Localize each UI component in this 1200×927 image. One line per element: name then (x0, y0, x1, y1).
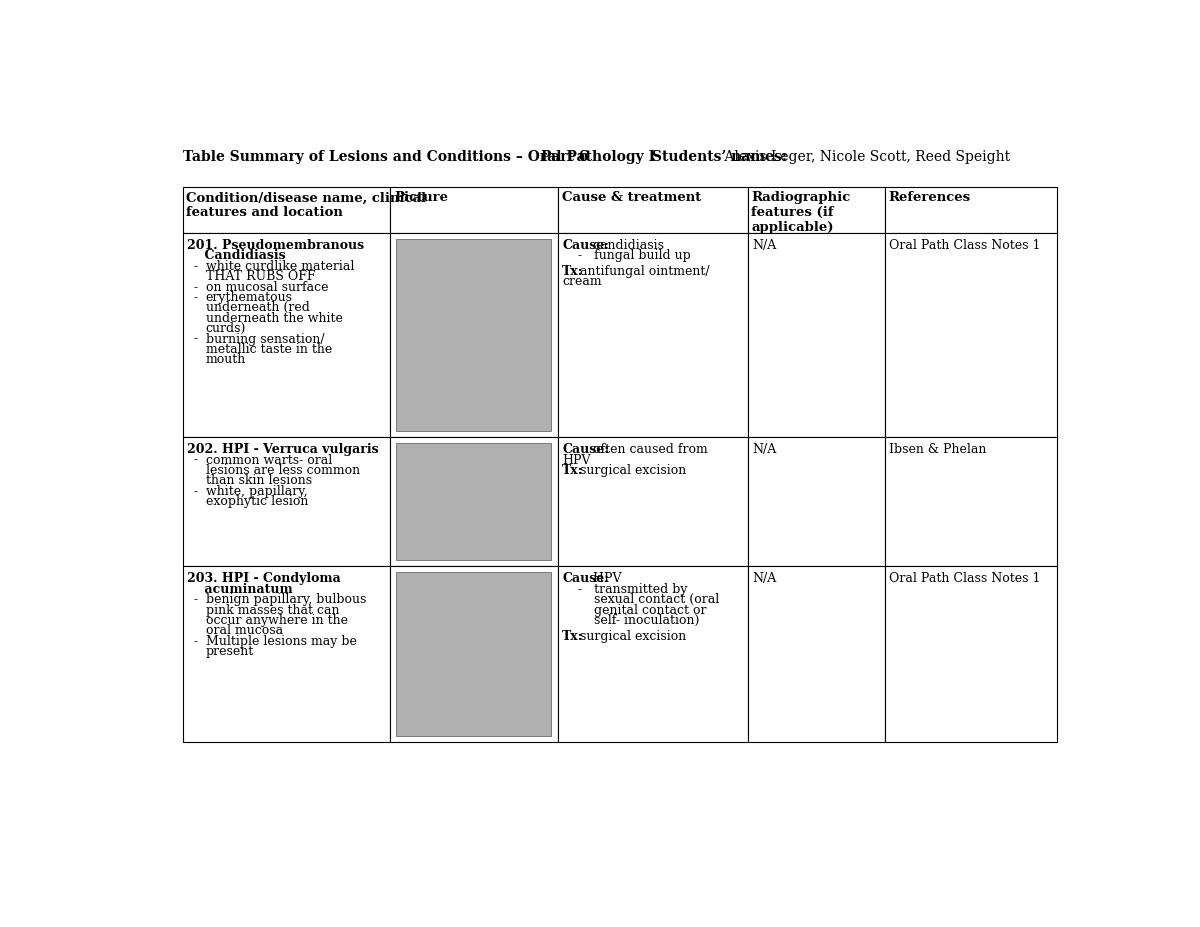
Bar (558, 566, 748, 742)
Text: often caused from: often caused from (589, 443, 708, 456)
Text: occur anywhere in the: occur anywhere in the (206, 614, 348, 627)
Text: -: - (193, 485, 198, 498)
Text: lesions are less common: lesions are less common (206, 464, 360, 476)
Text: Part 6: Part 6 (541, 149, 589, 163)
Text: present: present (206, 645, 254, 658)
Text: Cause & treatment: Cause & treatment (562, 191, 701, 204)
Bar (390, 233, 558, 437)
Text: Table Summary of Lesions and Conditions – Oral Pathology I: Table Summary of Lesions and Conditions … (182, 149, 655, 163)
Text: sexual contact (oral: sexual contact (oral (563, 593, 720, 606)
Bar (390, 566, 558, 742)
Text: oral mucosa: oral mucosa (206, 625, 283, 638)
Text: antifungal ointment/: antifungal ointment/ (576, 265, 709, 278)
Text: Condition/disease name, clinical
features and location: Condition/disease name, clinical feature… (186, 191, 426, 220)
Bar (884, 186, 1057, 233)
Bar (182, 566, 390, 742)
Bar (884, 437, 1057, 566)
Text: white, papillary,: white, papillary, (206, 485, 307, 498)
Text: 201. Pseudomembranous: 201. Pseudomembranous (187, 239, 365, 252)
Text: underneath (red: underneath (red (206, 301, 310, 314)
Text: Ibsen & Phelan: Ibsen & Phelan (889, 443, 986, 456)
Bar (558, 233, 748, 437)
Text: -: - (193, 453, 198, 466)
Bar (182, 233, 390, 437)
Bar (390, 186, 558, 233)
Text: Alexis Leger, Nicole Scott, Reed Speight: Alexis Leger, Nicole Scott, Reed Speight (720, 149, 1009, 163)
Bar (396, 239, 552, 431)
Bar (390, 437, 558, 566)
Text: Radiographic
features (if
applicable): Radiographic features (if applicable) (751, 191, 851, 235)
Text: Tx:: Tx: (563, 629, 583, 642)
Text: underneath the white: underneath the white (206, 311, 343, 324)
Text: Tx:: Tx: (563, 464, 583, 476)
Text: benign papillary, bulbous: benign papillary, bulbous (206, 593, 366, 606)
Text: Picture: Picture (394, 191, 448, 204)
Bar (748, 437, 884, 566)
Text: on mucosal surface: on mucosal surface (206, 281, 329, 294)
Bar (748, 186, 884, 233)
Text: N/A: N/A (752, 239, 776, 252)
Text: 203. HPI - Condyloma: 203. HPI - Condyloma (187, 573, 341, 586)
Text: burning sensation/: burning sensation/ (206, 333, 324, 346)
Text: -: - (193, 291, 198, 304)
Bar (182, 437, 390, 566)
Text: N/A: N/A (752, 573, 776, 586)
Text: -: - (193, 333, 198, 346)
Bar (558, 186, 748, 233)
Text: -   fungal build up: - fungal build up (563, 249, 691, 262)
Text: self- inoculation): self- inoculation) (563, 614, 700, 627)
Text: -: - (193, 635, 198, 648)
Bar (884, 233, 1057, 437)
Text: Oral Path Class Notes 1: Oral Path Class Notes 1 (889, 573, 1040, 586)
Text: white curdlike material: white curdlike material (206, 260, 354, 273)
Text: curds): curds) (206, 323, 246, 336)
Bar (748, 566, 884, 742)
Text: than skin lesions: than skin lesions (206, 475, 312, 488)
Text: exophytic lesion: exophytic lesion (206, 495, 308, 508)
Text: surgical excision: surgical excision (576, 629, 686, 642)
Text: N/A: N/A (752, 443, 776, 456)
Bar (558, 437, 748, 566)
Text: Candidiasis: Candidiasis (187, 249, 286, 262)
Text: genital contact or: genital contact or (563, 603, 707, 616)
Text: THAT RUBS OFF: THAT RUBS OFF (206, 271, 316, 284)
Text: pink masses that can: pink masses that can (206, 603, 340, 616)
Bar (182, 186, 390, 233)
Bar (884, 566, 1057, 742)
Bar (396, 443, 552, 560)
Text: surgical excision: surgical excision (576, 464, 686, 476)
Text: metallic taste in the: metallic taste in the (206, 343, 332, 356)
Text: References: References (888, 191, 971, 204)
Text: 202. HPI - Verruca vulgaris: 202. HPI - Verruca vulgaris (187, 443, 379, 456)
Text: acuminatum: acuminatum (187, 583, 293, 596)
Text: erythematous: erythematous (206, 291, 293, 304)
Text: -: - (193, 260, 198, 273)
Bar (748, 233, 884, 437)
Text: candidiasis: candidiasis (589, 239, 665, 252)
Text: Cause:: Cause: (563, 443, 610, 456)
Text: Oral Path Class Notes 1: Oral Path Class Notes 1 (889, 239, 1040, 252)
Text: cream: cream (563, 275, 602, 288)
Text: Cause:: Cause: (563, 239, 610, 252)
Text: Tx:: Tx: (563, 265, 583, 278)
Text: Multiple lesions may be: Multiple lesions may be (206, 635, 356, 648)
Text: Students’ names:: Students’ names: (653, 149, 787, 163)
Text: -: - (193, 593, 198, 606)
Bar (396, 573, 552, 736)
Text: HPV: HPV (589, 573, 622, 586)
Text: mouth: mouth (206, 353, 246, 366)
Text: -: - (193, 281, 198, 294)
Text: HPV: HPV (563, 453, 590, 466)
Text: -   transmitted by: - transmitted by (563, 583, 688, 596)
Text: common warts- oral: common warts- oral (206, 453, 332, 466)
Text: Cause:: Cause: (563, 573, 610, 586)
